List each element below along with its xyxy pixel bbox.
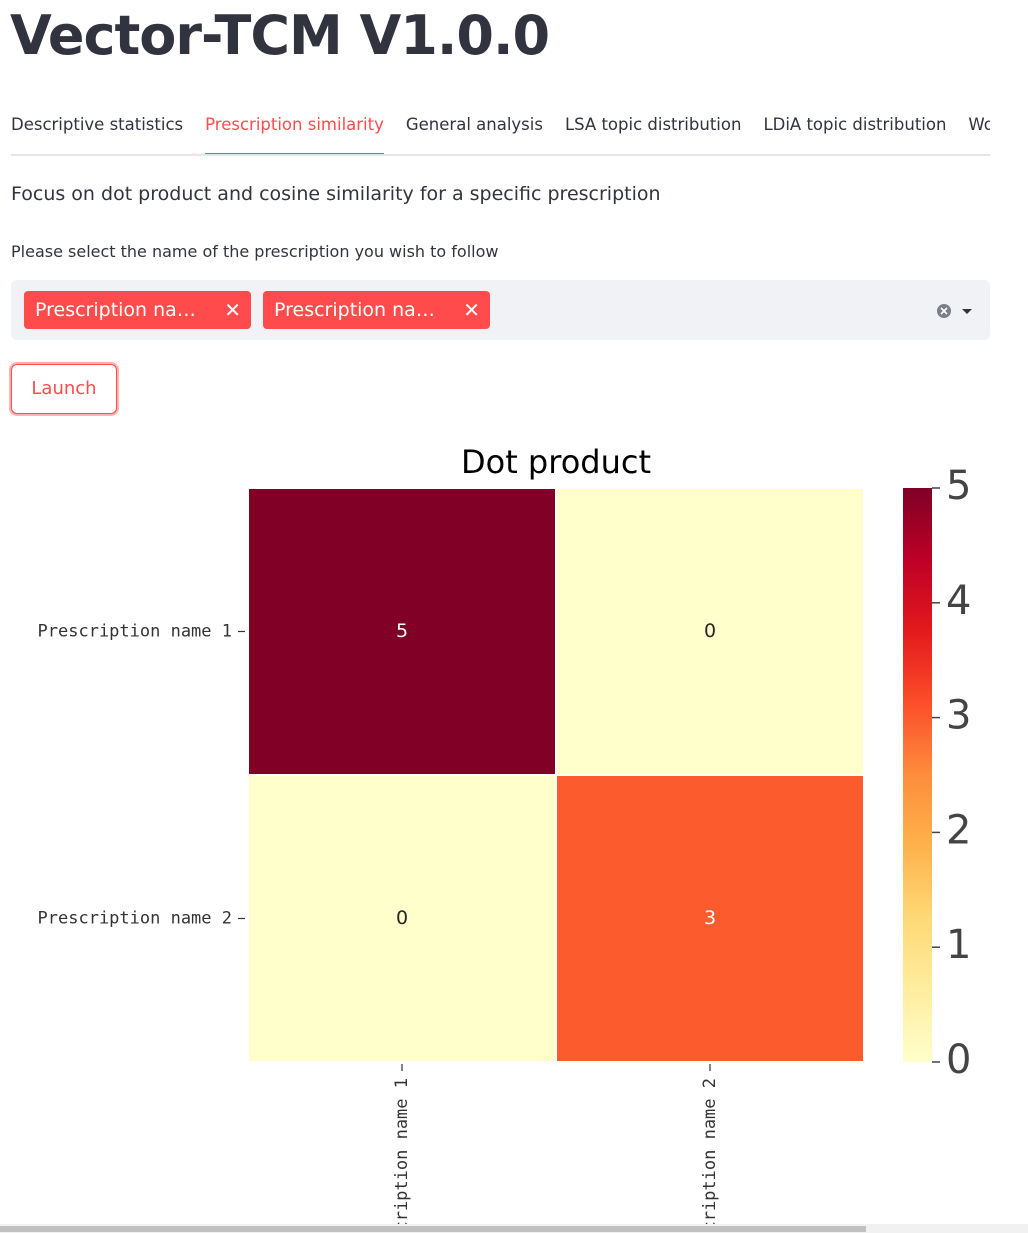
clear-cross bbox=[940, 307, 948, 315]
colorbar-tick-label: 1 bbox=[946, 922, 971, 968]
colorbar-tick-label: 4 bbox=[946, 578, 971, 624]
tab[interactable]: LDiA topic distribution bbox=[763, 115, 947, 134]
tab-bar: Descriptive statistics Prescription simil… bbox=[11, 108, 990, 156]
chip-remove[interactable]: ✕ bbox=[463, 298, 480, 322]
multiselect[interactable]: Prescription na… ✕ Prescription na… ✕ bbox=[11, 280, 990, 340]
heatmap-cell bbox=[555, 487, 865, 776]
cell-label: 5 bbox=[396, 620, 408, 642]
x-tick-label: Prescription name 1 bbox=[392, 1078, 412, 1224]
caret[interactable] bbox=[962, 309, 972, 314]
selected-chip: Prescription na… ✕ bbox=[24, 291, 251, 329]
heatmap-chart: Dot product 5 0 0 3 Prescription name 1 Presc… bbox=[38, 443, 972, 1224]
heatmap-cell bbox=[247, 487, 557, 776]
colorbar-tick-label: 3 bbox=[946, 693, 971, 739]
heatmap-cell bbox=[247, 774, 557, 1063]
x-tick-label: Prescription name 2 bbox=[700, 1078, 720, 1224]
chip-remove[interactable]: ✕ bbox=[224, 298, 241, 322]
colorbar bbox=[903, 488, 932, 1062]
y-tick-label: Prescription name 2 bbox=[38, 909, 232, 929]
scroll-thumb[interactable] bbox=[0, 1226, 866, 1232]
select-controls bbox=[937, 304, 972, 318]
heatmap-cell bbox=[555, 774, 865, 1063]
launch-button[interactable]: Launch bbox=[11, 364, 117, 414]
y-tick-label: Prescription name 1 bbox=[38, 622, 232, 642]
cell-label: 0 bbox=[396, 907, 408, 929]
cell-label: 0 bbox=[704, 620, 716, 642]
chip-label: Prescription na… bbox=[35, 299, 196, 321]
colorbar-tick-label: 2 bbox=[946, 807, 971, 853]
app-title: Vector-TCM V1.0.0 bbox=[10, 4, 550, 67]
tab[interactable]: LSA topic distribution bbox=[564, 115, 742, 134]
tab[interactable]: General analysis bbox=[405, 115, 543, 134]
select-label: Please select the name of the prescripti… bbox=[11, 242, 499, 261]
colorbar-tick-label: 0 bbox=[946, 1037, 971, 1083]
tab[interactable]: Descriptive statistics bbox=[11, 115, 184, 134]
chip-label: Prescription na… bbox=[274, 299, 435, 321]
tab[interactable]: Prescription similarity bbox=[205, 108, 384, 154]
cell-label: 3 bbox=[704, 907, 716, 929]
selected-chip: Prescription na… ✕ bbox=[263, 291, 490, 329]
chart-title: Dot product bbox=[461, 443, 651, 481]
colorbar-tick-label: 5 bbox=[946, 463, 971, 509]
tab[interactable]: Wor bbox=[968, 115, 990, 134]
scrollbar[interactable] bbox=[0, 1224, 1028, 1233]
intro-text: Focus on dot product and cosine similari… bbox=[11, 183, 661, 205]
